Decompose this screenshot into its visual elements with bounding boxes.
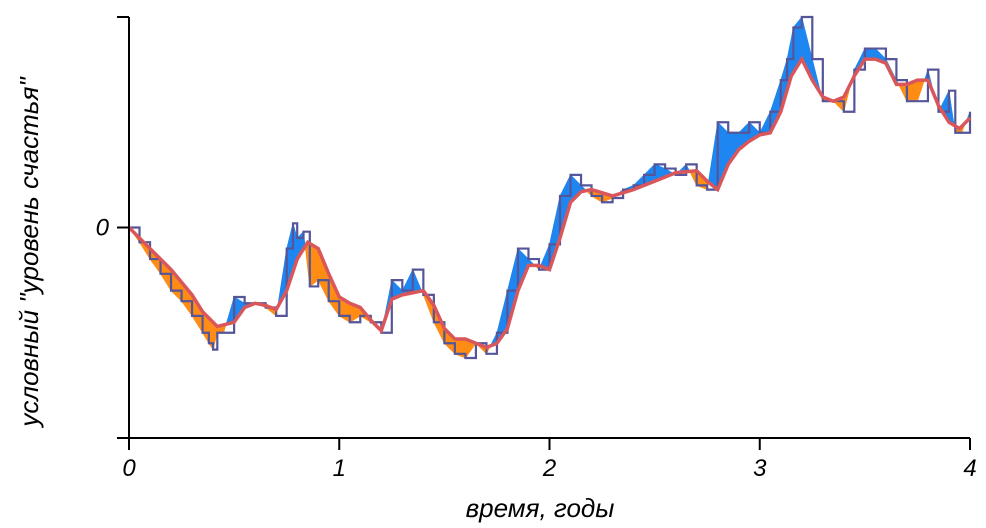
x-tick-label: 3 xyxy=(753,455,767,482)
raw-series-line xyxy=(129,15,972,360)
x-tick-label: 0 xyxy=(122,455,136,482)
y-axis-title: условный "уровень счастья" xyxy=(14,76,44,429)
x-tick-label: 4 xyxy=(963,455,976,482)
difference-areas xyxy=(128,16,971,359)
y-tick-label: 0 xyxy=(96,215,110,242)
axis-ticks: 0 1 2 3 4 0 xyxy=(96,16,977,482)
smooth-trend-line xyxy=(127,55,972,350)
x-axis-title: время, годы xyxy=(466,493,615,523)
x-tick-label: 2 xyxy=(542,455,556,482)
x-tick-label: 1 xyxy=(333,455,346,482)
